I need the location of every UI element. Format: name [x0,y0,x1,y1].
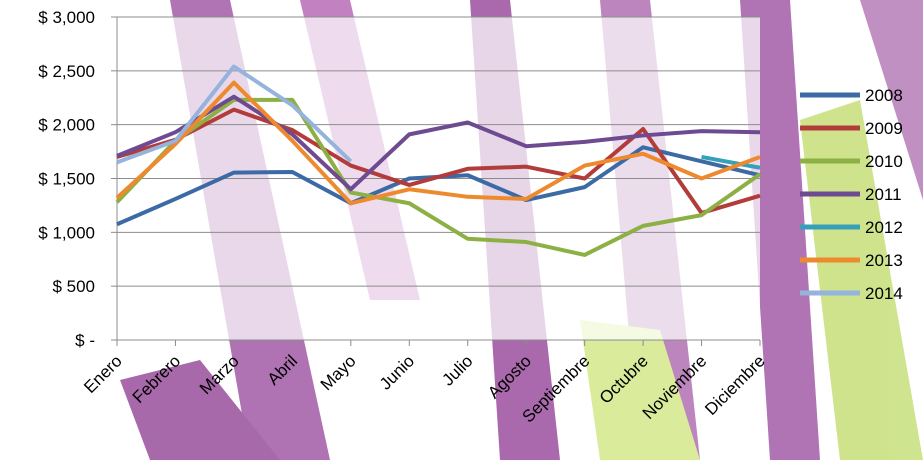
legend-label: 2014 [865,284,903,303]
y-tick-label: $ 2,000 [38,116,95,135]
y-tick-label: $ 1,000 [38,223,95,242]
legend-label: 2009 [865,119,903,138]
legend-label: 2008 [865,86,903,105]
legend-label: 2012 [865,218,903,237]
legend-label: 2013 [865,251,903,270]
series-line [115,80,761,206]
series-line [701,155,761,170]
y-tick-label: $ 3,000 [38,8,95,27]
series-line [116,107,761,215]
legend-label: 2010 [865,152,903,171]
y-tick-label: $ 500 [52,277,95,296]
legend-label: 2011 [865,185,902,204]
y-tick-label: $ 2,500 [38,62,95,81]
series-line [116,94,761,192]
y-tick-label: $ 1,500 [38,170,95,189]
y-tick-label: $ - [75,331,95,350]
series-line [115,97,762,257]
series-line [116,64,353,165]
